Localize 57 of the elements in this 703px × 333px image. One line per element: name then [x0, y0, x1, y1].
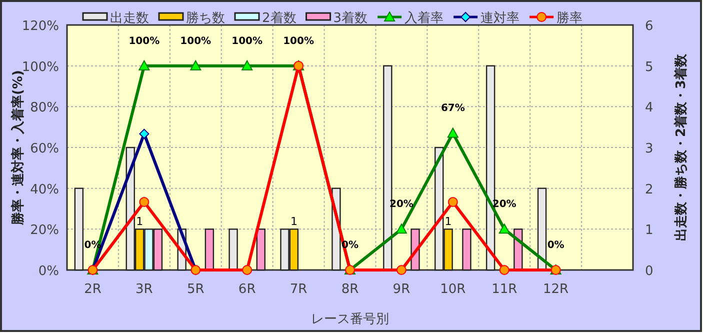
legend-label: 3着数 [333, 10, 368, 26]
x-tick-label: 3R [136, 282, 153, 297]
point [396, 224, 407, 234]
y-tick-label: 60% [30, 142, 59, 156]
point [448, 197, 458, 208]
legend-label: 勝ち数 [186, 11, 225, 26]
x-tick-label: 2R [84, 282, 102, 297]
y2-tick-label: 6 [645, 19, 654, 34]
y2-tick-label: 0 [645, 264, 654, 279]
point [190, 60, 202, 70]
y2-tick-label: 3 [645, 142, 654, 156]
data-label: 1 [444, 215, 452, 228]
legend-label: 連対率 [480, 10, 520, 26]
y2-tick-label: 5 [645, 60, 654, 75]
point [138, 60, 150, 70]
data-label: 100% [232, 36, 263, 47]
x-tick-label: 11R [492, 282, 518, 297]
point [498, 224, 510, 234]
point [396, 265, 406, 275]
data-label: 1 [136, 215, 144, 228]
point [242, 60, 253, 70]
point [242, 265, 252, 275]
y-tick-label: 40% [30, 182, 59, 198]
y2-axis-title: 出走数・勝ち数・2着数・3着数 [673, 52, 689, 242]
bar [256, 228, 266, 271]
y2-tick-label: 2 [645, 182, 654, 198]
x-tick-label: 10R [440, 282, 466, 297]
y2-tick-label: 4 [645, 100, 654, 116]
y-tick-label: 120% [22, 19, 59, 34]
x-tick-label: 6R [238, 282, 256, 297]
point [499, 265, 510, 275]
x-tick-label: 5R [186, 282, 204, 297]
data-label: 1 [290, 215, 298, 228]
legend-label: 出走数 [110, 11, 149, 26]
data-label: 100% [128, 36, 160, 47]
data-label: 100% [283, 36, 314, 47]
y-tick-label: 80% [30, 100, 59, 116]
data-label: 67% [440, 103, 465, 114]
point [447, 128, 458, 138]
legend-label: 2着数 [262, 10, 296, 26]
point [139, 128, 150, 139]
x-axis-title: レース番号別 [311, 312, 389, 327]
point [139, 197, 150, 208]
x-tick-label: 12R [543, 282, 569, 297]
data-label: 0% [547, 240, 564, 251]
y-tick-label: 0% [38, 264, 59, 279]
x-tick-label: 9R [392, 282, 410, 297]
y-axis-title: 勝率・連対率・入着率(%) [10, 70, 26, 226]
x-tick-label: 7R [290, 282, 308, 297]
bar [462, 228, 472, 271]
bar [74, 188, 84, 271]
data-label: 100% [180, 36, 212, 47]
x-tick-label: 8R [341, 282, 359, 297]
y-tick-label: 20% [30, 223, 59, 238]
legend-label: 勝率 [556, 10, 583, 26]
legend-label: 入着率 [404, 10, 444, 26]
y2-tick-label: 1 [645, 223, 654, 238]
